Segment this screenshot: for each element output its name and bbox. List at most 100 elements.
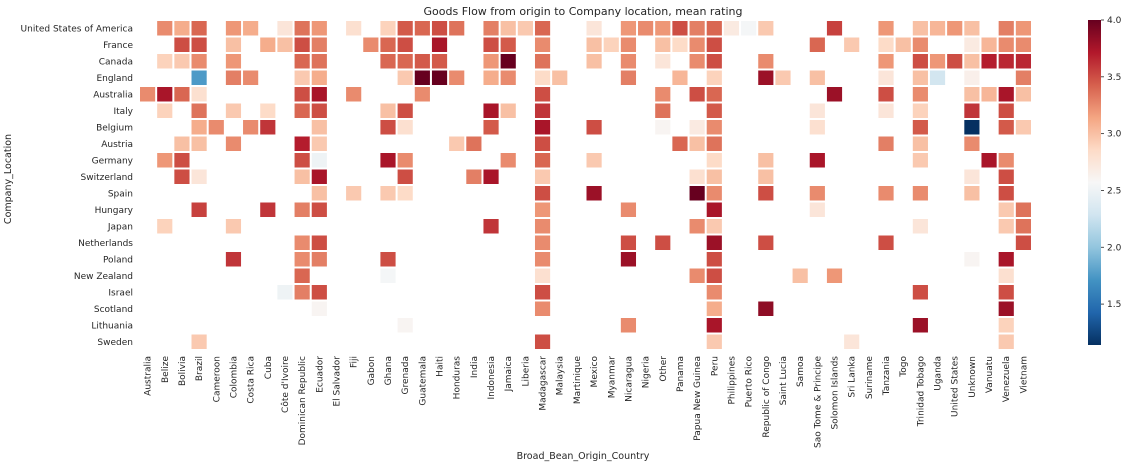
heatmap-cell — [758, 186, 774, 201]
heatmap-cell — [689, 268, 705, 283]
heatmap-cell — [208, 120, 224, 135]
heatmap-cell — [397, 37, 413, 52]
colorbar-tick-label: 3.5 — [1107, 73, 1121, 83]
heatmap-cell — [191, 169, 207, 184]
heatmap-cell — [620, 54, 637, 69]
heatmap-cell — [655, 120, 671, 135]
heatmap-cell — [260, 37, 276, 52]
x-tick-label: Unknown — [968, 356, 978, 398]
heatmap-cell — [878, 103, 894, 118]
heatmap-cell — [758, 54, 774, 69]
heatmap-cell — [912, 186, 928, 201]
heatmap-cell — [998, 202, 1014, 217]
heatmap-cell — [174, 37, 190, 52]
heatmap-cell — [706, 202, 722, 217]
y-tick-label: England — [96, 74, 133, 84]
heatmap-cells — [140, 21, 1031, 349]
heatmap-cell — [346, 186, 362, 201]
x-tick-label: Grenada — [401, 356, 411, 394]
x-tick-label: Sao Tome & Principe — [813, 356, 823, 448]
x-tick-label: Trinidad Tobago — [916, 356, 926, 428]
heatmap-cell — [706, 285, 722, 300]
heatmap-cell — [1015, 219, 1031, 234]
x-tick-label: Other — [659, 356, 669, 382]
heatmap-cell — [809, 120, 825, 135]
heatmap-cell — [1015, 235, 1031, 250]
heatmap-cell — [294, 169, 310, 184]
y-tick-label: Spain — [108, 189, 133, 199]
heatmap-cell — [655, 37, 671, 52]
x-tick-label: Guatemala — [418, 356, 428, 406]
heatmap-cell — [947, 21, 963, 36]
heatmap-cell — [294, 37, 310, 52]
colorbar-tick-label: 1.5 — [1107, 300, 1121, 310]
y-tick-label: Netherlands — [78, 239, 133, 249]
heatmap-cell — [294, 87, 310, 102]
heatmap-cell — [964, 70, 980, 85]
heatmap-cell — [620, 235, 637, 250]
heatmap-cell — [225, 70, 242, 85]
heatmap-cell — [706, 268, 722, 283]
x-tick-label: Côte d'Ivoire — [280, 356, 291, 413]
heatmap-cell — [431, 54, 448, 69]
heatmap-cell — [552, 70, 568, 85]
heatmap-cell — [431, 21, 448, 36]
heatmap-cell — [912, 70, 928, 85]
x-tick-label: Peru — [710, 356, 720, 376]
x-tick-label: El Salvador — [332, 356, 342, 407]
heatmap-cell — [380, 37, 396, 52]
heatmap-cell — [620, 318, 637, 333]
heatmap-cell — [964, 37, 980, 52]
heatmap-cell — [397, 70, 413, 85]
heatmap-cell — [534, 252, 551, 267]
heatmap-cell — [689, 120, 705, 135]
heatmap-cell — [500, 70, 516, 85]
heatmap-cell — [294, 136, 310, 151]
heatmap-cell — [294, 268, 310, 283]
heatmap-cell — [534, 235, 551, 250]
heatmap-cell — [397, 21, 413, 36]
y-tick-label: Sweden — [97, 338, 133, 348]
heatmap-cell — [878, 37, 894, 52]
heatmap-cell — [809, 70, 825, 85]
heatmap-cell — [174, 87, 190, 102]
heatmap-cell — [225, 21, 242, 36]
heatmap-cell — [706, 54, 722, 69]
heatmap-cell — [998, 54, 1014, 69]
heatmap-cell — [414, 87, 430, 102]
heatmap-cell — [912, 54, 928, 69]
colorbar-tick-label: 2.5 — [1107, 186, 1121, 196]
heatmap-cell — [689, 54, 705, 69]
heatmap-cell — [792, 268, 808, 283]
x-tick-label: Malaysia — [556, 356, 566, 395]
heatmap-cell — [586, 54, 602, 69]
heatmap-cell — [981, 153, 997, 168]
heatmap-cell — [311, 136, 327, 151]
heatmap-cell — [758, 70, 774, 85]
heatmap-cell — [998, 103, 1014, 118]
heatmap-cell — [998, 120, 1014, 135]
heatmap-cell — [758, 169, 774, 184]
heatmap-cell — [826, 268, 843, 283]
heatmap-cell — [500, 103, 516, 118]
heatmap-cell — [672, 136, 688, 151]
heatmap-cell — [964, 169, 980, 184]
chart-title: Goods Flow from origin to Company locati… — [424, 5, 743, 18]
x-tick-label: Myanmar — [607, 356, 617, 399]
heatmap-cell — [998, 252, 1014, 267]
heatmap-cell — [1015, 87, 1031, 102]
heatmap-cell — [1015, 37, 1031, 52]
heatmap-cell — [397, 169, 413, 184]
heatmap-cell — [706, 103, 722, 118]
heatmap-cell — [311, 21, 327, 36]
heatmap-cell — [534, 70, 551, 85]
heatmap-cell — [534, 87, 551, 102]
heatmap-cell — [878, 21, 894, 36]
y-tick-label: Italy — [113, 107, 133, 117]
x-tick-label: Brazil — [195, 356, 205, 381]
x-tick-label: Suriname — [865, 356, 875, 400]
heatmap-cell — [929, 21, 946, 36]
heatmap-cell — [380, 21, 396, 36]
colorbar-tick-label: 2.0 — [1107, 243, 1122, 253]
